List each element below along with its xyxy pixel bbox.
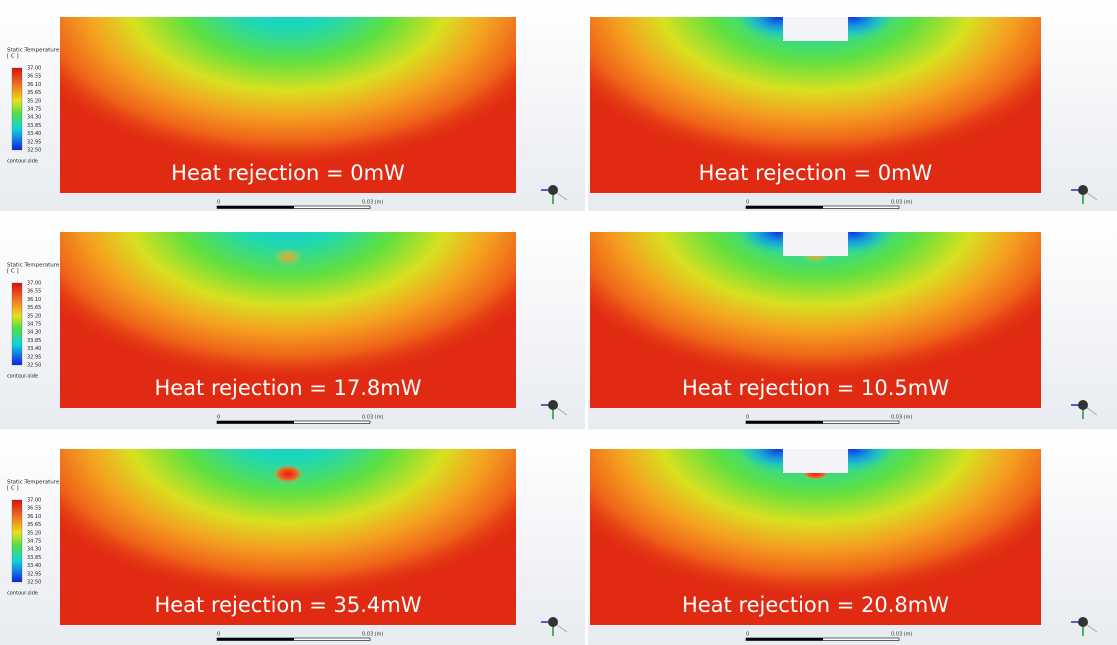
panel: Heat rejection = 10.5mW 0 0.03 (m) — [588, 215, 1117, 430]
panel-label: Heat rejection = 0mW — [699, 161, 933, 185]
scale-bar-fill — [217, 638, 294, 641]
legend-tick: 36.55 — [27, 74, 41, 80]
legend-tick: 32.95 — [27, 354, 41, 360]
legend-tick: 34.30 — [27, 115, 41, 121]
legend-unit: [ C ] — [7, 269, 19, 275]
legend-tick: 33.40 — [27, 563, 41, 569]
scale-end: 0.03 (m) — [891, 632, 913, 638]
legend-tick: 36.10 — [27, 297, 41, 303]
notch — [783, 449, 848, 473]
legend-tick: 33.40 — [27, 346, 41, 352]
legend-unit: [ C ] — [7, 54, 19, 60]
scale-bar-fill — [746, 638, 823, 641]
color-bar — [11, 499, 23, 583]
legend-tick: 35.20 — [27, 530, 41, 536]
legend-tick: 32.95 — [27, 139, 41, 145]
legend-tick: 33.85 — [27, 555, 41, 561]
legend-tick: 33.85 — [27, 123, 41, 129]
legend-tick: 37.00 — [27, 498, 41, 504]
contour-plot — [60, 232, 516, 408]
panel-label: Heat rejection = 20.8mW — [682, 593, 949, 617]
color-bar — [11, 282, 23, 366]
legend-tick: 32.50 — [27, 580, 41, 586]
scale-end: 0.03 (m) — [891, 200, 913, 206]
heat-spot — [273, 465, 303, 483]
triad-center — [1078, 185, 1088, 195]
legend-tick: 35.20 — [27, 313, 41, 319]
contour-plot — [590, 232, 1041, 408]
legend-tick: 32.50 — [27, 363, 41, 369]
legend-tick: 32.95 — [27, 571, 41, 577]
scale-end: 0.03 (m) — [362, 415, 384, 421]
legend-footer: contour-side — [7, 159, 38, 165]
legend-title: Static Temperature — [7, 48, 60, 54]
legend-tick: 36.10 — [27, 82, 41, 88]
contour-field — [60, 232, 516, 384]
contour-plot — [60, 17, 516, 193]
panel-label: Heat rejection = 17.8mW — [154, 376, 421, 400]
contour-field — [590, 449, 1041, 601]
contour-plot — [60, 449, 516, 625]
legend-tick: 33.40 — [27, 131, 41, 137]
contour-field — [590, 232, 1041, 384]
scale-bar-fill — [746, 421, 823, 424]
contour-field — [60, 449, 516, 601]
scale-bar-fill — [217, 206, 294, 209]
triad-center — [548, 617, 558, 627]
panel-label: Heat rejection = 0mW — [171, 161, 405, 185]
panel-label: Heat rejection = 10.5mW — [682, 376, 949, 400]
legend-tick: 34.30 — [27, 547, 41, 553]
scale-start: 0 — [217, 632, 220, 638]
panel-label: Heat rejection = 35.4mW — [154, 593, 421, 617]
legend-tick: 37.00 — [27, 66, 41, 72]
scale-start: 0 — [746, 415, 749, 421]
scale-end: 0.03 (m) — [362, 632, 384, 638]
scale-bar-fill — [217, 421, 294, 424]
contour-field — [590, 17, 1041, 169]
legend-tick: 35.20 — [27, 98, 41, 104]
legend-tick: 36.55 — [27, 289, 41, 295]
legend-tick: 34.30 — [27, 330, 41, 336]
scale-start: 0 — [746, 200, 749, 206]
scale-end: 0.03 (m) — [362, 200, 384, 206]
legend-title: Static Temperature — [7, 263, 60, 269]
contour-plot — [590, 449, 1041, 625]
contour-plot — [590, 17, 1041, 193]
triad-center — [548, 185, 558, 195]
legend-tick: 33.85 — [27, 338, 41, 344]
legend-unit: [ C ] — [7, 486, 19, 492]
legend-footer: contour-side — [7, 591, 38, 597]
legend-tick: 36.55 — [27, 506, 41, 512]
scale-start: 0 — [746, 632, 749, 638]
panel: Heat rejection = 0mW 0 0.03 (m) Static Temp… — [0, 0, 585, 211]
legend-tick: 37.00 — [27, 281, 41, 287]
triad-center — [1078, 400, 1088, 410]
legend-tick: 35.65 — [27, 522, 41, 528]
legend-footer: contour-side — [7, 374, 38, 380]
heat-spot — [273, 248, 303, 266]
legend-tick: 32.50 — [27, 148, 41, 154]
notch — [783, 17, 848, 41]
contour-field — [60, 17, 516, 169]
panel: Heat rejection = 17.8mW 0 0.03 (m) Static T… — [0, 215, 585, 430]
panel: Heat rejection = 20.8mW 0 0.03 (m) — [588, 432, 1117, 645]
legend-title: Static Temperature — [7, 480, 60, 486]
triad-center — [548, 400, 558, 410]
triad-center — [1078, 617, 1088, 627]
legend-tick: 34.75 — [27, 322, 41, 328]
scale-end: 0.03 (m) — [891, 415, 913, 421]
scale-start: 0 — [217, 415, 220, 421]
legend-tick: 34.75 — [27, 539, 41, 545]
notch — [783, 232, 848, 256]
panel: Heat rejection = 0mW 0 0.03 (m) — [588, 0, 1117, 211]
scale-bar-fill — [746, 206, 823, 209]
scale-start: 0 — [217, 200, 220, 206]
legend-tick: 35.65 — [27, 305, 41, 311]
color-bar — [11, 67, 23, 151]
legend-tick: 36.10 — [27, 514, 41, 520]
panel: Heat rejection = 35.4mW 0 0.03 (m) Static T… — [0, 432, 585, 645]
legend-tick: 35.65 — [27, 90, 41, 96]
legend-tick: 34.75 — [27, 107, 41, 113]
